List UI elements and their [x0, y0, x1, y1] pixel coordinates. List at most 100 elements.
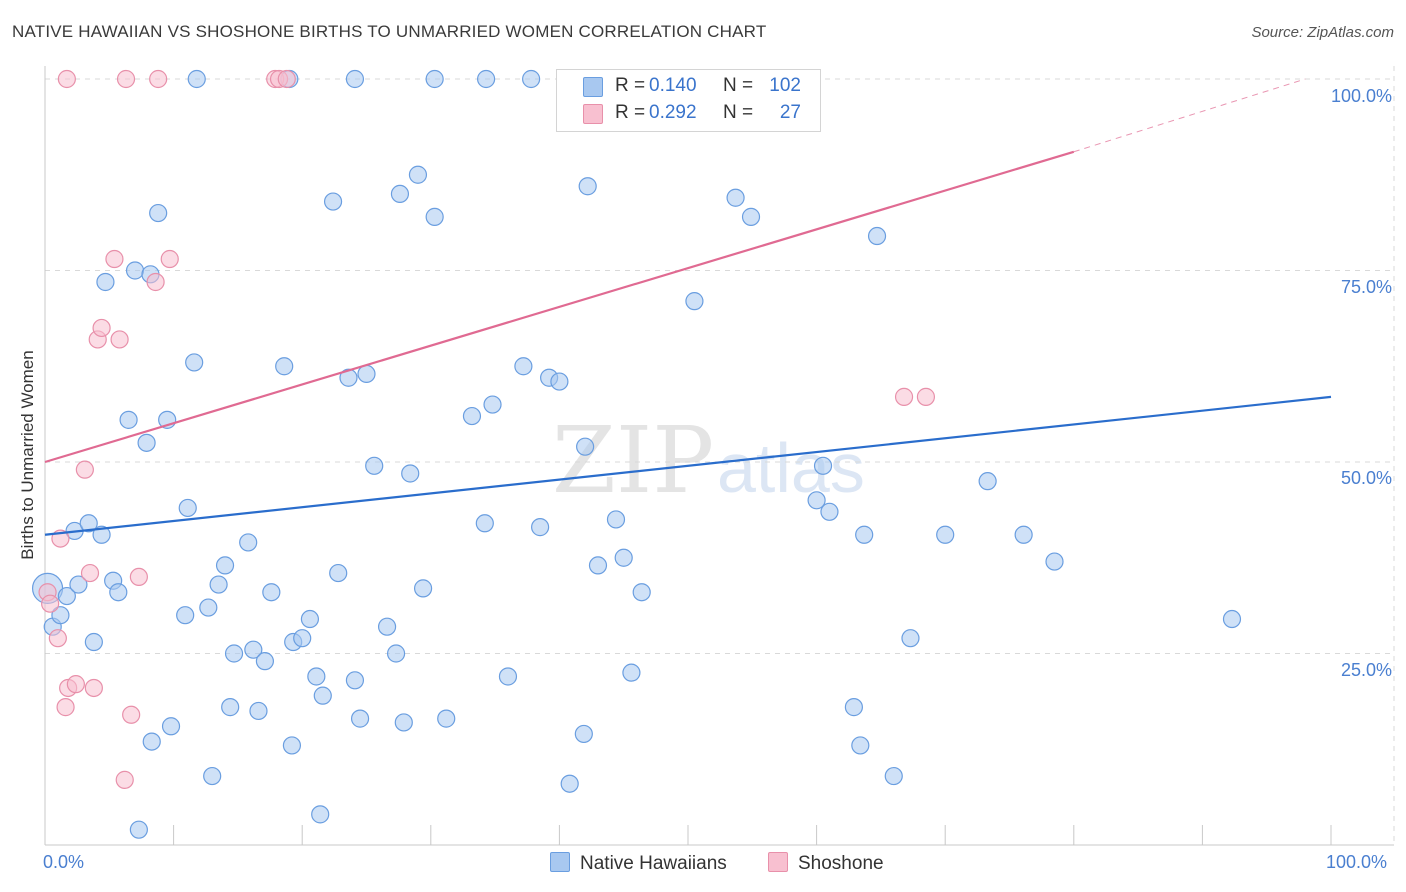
native-hawaiian-point [401, 464, 420, 483]
shoshone-point [75, 460, 94, 479]
native-hawaiian-point [209, 575, 228, 594]
native-hawaiian-point [142, 732, 161, 751]
shoshone-point [84, 678, 103, 698]
shoshone-point [48, 629, 67, 648]
native-hawaiian-point [425, 69, 444, 89]
native-hawaiian-point [1045, 552, 1064, 571]
shoshone-point [115, 770, 134, 789]
native-hawaiian-point [483, 395, 502, 414]
legend-r-value: 0.292 [649, 102, 697, 123]
native-hawaiian-point [574, 724, 593, 744]
native-hawaiian-point [187, 69, 206, 89]
shoshone-point [110, 330, 129, 349]
native-hawaiian-point [345, 671, 365, 690]
native-hawaiian-point [576, 437, 595, 456]
native-hawaiian-point [820, 502, 839, 521]
shoshone-point [92, 318, 111, 338]
native-hawaiian-point [255, 652, 275, 671]
native-hawaiian-point [726, 188, 745, 207]
native-hawaiian-point [936, 525, 955, 544]
native-hawaiian-point [137, 433, 156, 452]
shoshone-point [916, 387, 936, 406]
native-hawaiian-point [588, 556, 608, 575]
watermark-atlas: atlas [717, 429, 865, 507]
native-hawaiian-point [176, 606, 195, 625]
native-hawaiian-point [390, 184, 410, 203]
native-hawaiian-point [84, 632, 103, 652]
native-hawaiian-point [386, 644, 406, 663]
native-hawaiian-point [606, 510, 626, 529]
legend-swatch-shoshone [583, 104, 603, 124]
x-tick-label-0: 0.0% [43, 852, 85, 872]
native-hawaiian-point [462, 406, 482, 426]
y-tick-label-100: 100.0% [1330, 86, 1392, 106]
y-tick-label-75: 75.0% [1340, 277, 1392, 297]
native-hawaiian-point [531, 518, 550, 537]
native-hawaiian-point [844, 698, 863, 717]
shoshone-point [41, 594, 60, 613]
native-hawaiian-point [161, 717, 181, 736]
legend-r-label: R = [615, 75, 646, 96]
source-label: Source: ZipAtlas.com [1251, 24, 1394, 41]
native-hawaiian-point [867, 226, 887, 246]
legend-n-value: 27 [779, 102, 801, 123]
shoshone-point [149, 69, 168, 89]
native-hawaiian-point [377, 617, 397, 636]
bottom-legend-native-hawaiians: Native Hawaiians [550, 852, 727, 875]
bottom-legend-shoshone: Shoshone [768, 852, 884, 875]
native-hawaiian-point [884, 766, 903, 786]
shoshone-trend-line-extension [1073, 78, 1306, 153]
native-hawaiian-point [365, 456, 384, 475]
legend-r-value: 0.140 [649, 75, 697, 96]
native-hawaiian-point [329, 563, 348, 583]
native-hawaiian-point [185, 353, 204, 372]
native-hawaiian-point [855, 525, 874, 544]
native-hawaiian-point [741, 207, 761, 226]
native-hawaiian-point [345, 69, 365, 89]
native-hawaiian-point [119, 410, 138, 429]
native-hawaiian-point [350, 709, 370, 728]
native-hawaiian-point [109, 583, 128, 602]
native-hawaiian-point [51, 606, 70, 625]
native-hawaiian-point [311, 805, 330, 824]
native-hawaiian-point [203, 766, 222, 786]
shoshone-point [57, 69, 76, 89]
native-hawaiian-point [300, 609, 320, 629]
native-hawaiian-point [178, 498, 197, 518]
native-hawaiian-point [57, 586, 76, 606]
shoshone-point [80, 563, 100, 583]
native-hawaiian-point [323, 192, 343, 211]
y-tick-label-50: 50.0% [1340, 468, 1392, 488]
legend-n-label: N = [723, 75, 754, 96]
native-hawaiian-point [224, 644, 244, 663]
native-hawaiian-point [275, 357, 294, 376]
shoshone-point [129, 567, 148, 587]
native-hawaiian-trend-line [44, 395, 1332, 536]
native-hawaiian-point [125, 261, 145, 280]
shoshone-point [116, 69, 136, 89]
native-hawaiian-point [215, 556, 235, 575]
native-hawaiian-point [69, 575, 88, 594]
native-hawaiian-point [129, 820, 148, 839]
native-hawaiian-point [221, 698, 240, 717]
legend-n-label: N = [723, 102, 754, 123]
native-hawaiian-point [394, 713, 413, 732]
native-hawaiian-point [79, 514, 98, 533]
native-hawaiian-point [813, 456, 833, 475]
chart-title: NATIVE HAWAIIAN VS SHOSHONE BIRTHS TO UN… [12, 22, 767, 41]
native-hawaiian-point [413, 579, 433, 598]
native-hawaiian-point [244, 640, 263, 659]
native-hawaiian-point [339, 368, 358, 387]
legend-swatch-native-hawaiians [583, 77, 603, 97]
native-hawaiian-point [978, 472, 997, 491]
native-hawaiian-point [622, 663, 641, 682]
bottom-legend-label-native-hawaiians: Native Hawaiians [580, 853, 727, 874]
native-hawaiian-point [313, 686, 332, 705]
watermark-zip: ZIP [552, 407, 714, 514]
shoshone-point [160, 249, 179, 269]
native-hawaiian-point [476, 69, 496, 89]
native-hawaiian-point [685, 292, 704, 311]
native-hawaiian-point [149, 203, 168, 223]
shoshone-trend-line [44, 150, 1075, 464]
